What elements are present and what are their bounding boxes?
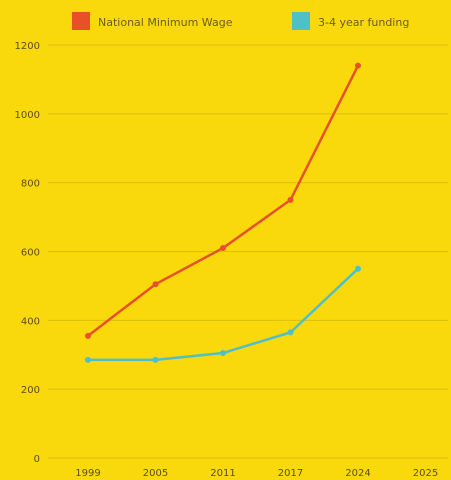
y-tick-label-0: 0 [34, 454, 40, 465]
y-tick-label-1000: 1000 [15, 110, 40, 121]
legend-swatch-1 [292, 12, 310, 30]
y-tick-label-1200: 1200 [15, 41, 40, 52]
data-point-0-2024 [355, 62, 361, 69]
legend-label-1: 3-4 year funding [318, 16, 409, 29]
x-tick-label-2005: 2005 [143, 468, 168, 479]
data-point-0-2017 [287, 196, 294, 203]
data-point-1-2011 [220, 350, 226, 357]
data-point-1-2024 [355, 265, 361, 272]
y-tick-label-600: 600 [21, 248, 40, 259]
legend-swatch-0 [72, 12, 90, 30]
x-tick-label-2025: 2025 [413, 468, 438, 479]
data-point-1-2005 [152, 356, 159, 363]
data-point-0-2011 [220, 245, 226, 252]
legend: National Minimum Wage 3-4 year funding [72, 12, 409, 30]
x-axis-ticks: 1999 2005 2011 2017 2024 2025 [75, 468, 438, 479]
gridlines [48, 44, 448, 459]
x-tick-label-1999: 1999 [75, 468, 100, 479]
series-lines [85, 62, 361, 363]
x-tick-label-2017: 2017 [278, 468, 303, 479]
series-line-0 [86, 64, 360, 338]
data-point-0-1999 [85, 332, 91, 339]
x-tick-label-2024: 2024 [345, 468, 370, 479]
y-axis-ticks: 0 200 400 600 800 1000 1200 [15, 41, 40, 465]
series-line-1 [86, 267, 360, 362]
x-tick-label-2011: 2011 [210, 468, 235, 479]
y-tick-label-800: 800 [21, 179, 40, 190]
y-tick-label-400: 400 [21, 316, 40, 327]
data-point-1-1999 [85, 356, 91, 363]
legend-label-0: National Minimum Wage [98, 16, 233, 29]
y-tick-label-200: 200 [21, 385, 40, 396]
data-point-0-2005 [152, 281, 159, 288]
data-point-1-2017 [287, 329, 294, 336]
